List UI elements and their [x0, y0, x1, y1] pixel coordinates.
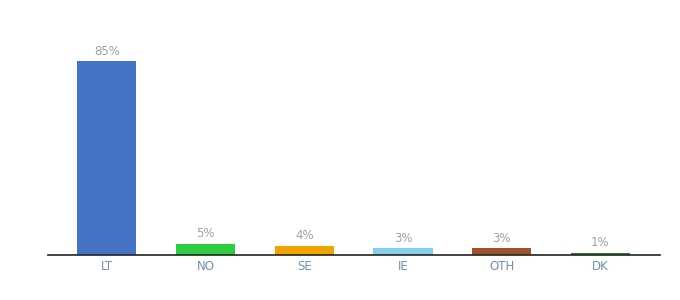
Bar — [78, 61, 137, 255]
Text: 5%: 5% — [197, 227, 215, 240]
Bar — [373, 248, 432, 255]
Text: 85%: 85% — [94, 45, 120, 58]
Bar — [472, 248, 531, 255]
Text: 3%: 3% — [394, 232, 412, 245]
Text: 4%: 4% — [295, 230, 313, 242]
Bar — [275, 246, 334, 255]
Bar — [176, 244, 235, 255]
Text: 3%: 3% — [492, 232, 511, 245]
Text: 1%: 1% — [591, 236, 610, 249]
Bar — [571, 253, 630, 255]
